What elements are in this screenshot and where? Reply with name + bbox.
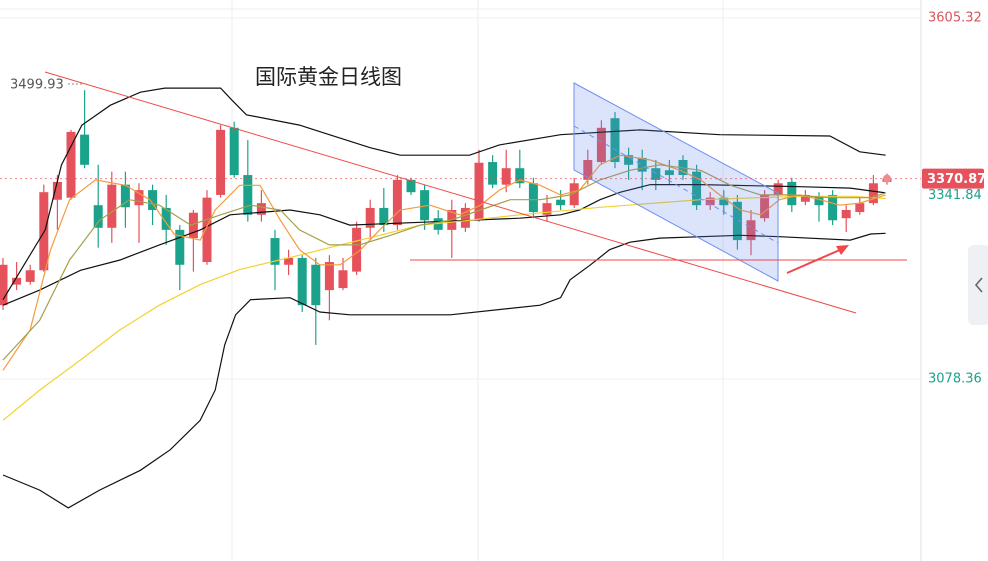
down-channel	[573, 82, 779, 282]
candle-body	[0, 264, 8, 306]
candle-body	[338, 270, 348, 289]
candle-body	[719, 197, 729, 206]
candle-body	[814, 196, 824, 206]
candle-body	[297, 257, 307, 306]
candle-body	[80, 134, 90, 165]
button-bg[interactable]	[968, 245, 988, 325]
candle-body	[460, 207, 470, 228]
candle-body	[256, 203, 266, 215]
candle-body	[624, 155, 634, 165]
candle-body	[365, 207, 375, 228]
candle-body	[229, 127, 239, 176]
candle-body	[664, 170, 674, 176]
candle-body	[488, 162, 498, 185]
candle-body	[66, 131, 76, 198]
candle-body	[705, 197, 715, 206]
candle-body	[52, 181, 62, 200]
candle-body	[420, 190, 430, 221]
collapse-button[interactable]	[968, 245, 988, 325]
candle-body	[556, 199, 566, 206]
indicator-line	[2, 195, 886, 421]
candle-body	[596, 127, 606, 163]
candle-body	[841, 209, 851, 219]
candle-body	[773, 183, 783, 195]
indicator-line	[2, 184, 886, 306]
candle-body	[787, 181, 797, 206]
candle-body	[284, 257, 294, 265]
current-dot	[883, 174, 891, 183]
candle-body	[188, 212, 198, 239]
chevron-icon[interactable]	[974, 277, 983, 293]
candle-body	[107, 184, 117, 228]
marks	[0, 17, 921, 509]
candle-body	[855, 203, 865, 213]
candle-body	[270, 238, 280, 265]
indicator-line	[2, 154, 886, 371]
candle-body	[868, 183, 878, 204]
candle-body	[161, 207, 171, 230]
candle-body	[610, 118, 620, 163]
candle-body	[25, 270, 35, 282]
candle-body	[515, 168, 525, 184]
candle-body	[583, 159, 593, 180]
trend-line	[44, 71, 857, 314]
candle-body	[828, 194, 838, 221]
candle-body	[651, 168, 661, 180]
candle-body	[311, 264, 321, 306]
candle-body	[800, 194, 810, 202]
y-tick-label: 3078.36	[928, 371, 982, 386]
candle-body	[379, 207, 389, 226]
current-price-label: 3370.87	[927, 172, 986, 187]
candle-body	[216, 129, 226, 195]
candle-body	[324, 262, 334, 291]
candle-body	[243, 175, 253, 215]
channel-mid	[573, 125, 779, 244]
candle-body	[542, 203, 552, 215]
candle-body	[175, 229, 185, 265]
candle-body	[93, 205, 103, 228]
candle-body	[501, 168, 511, 185]
candle-body	[528, 183, 538, 213]
indicator-line	[2, 164, 886, 361]
candle-body	[120, 184, 130, 208]
ma-value-label: 3341.84	[928, 188, 982, 203]
high-label: 3499.93	[10, 78, 64, 93]
indicator-line	[2, 87, 886, 301]
candle-body	[474, 162, 484, 221]
candle-body	[392, 179, 402, 226]
candle-body	[134, 190, 144, 206]
candle-body	[692, 171, 702, 206]
candle-body	[732, 201, 742, 241]
candle-body	[148, 190, 158, 210]
price-tag	[922, 168, 984, 189]
candle-body	[202, 197, 212, 263]
candle-body	[12, 277, 22, 285]
indicator-line	[2, 232, 886, 509]
candle-body	[433, 218, 443, 230]
arrow-shaft	[786, 248, 843, 274]
y-tick-label: 3605.32	[928, 10, 982, 25]
candle-body	[746, 220, 756, 241]
candle-body	[637, 157, 647, 172]
candle-body	[406, 179, 416, 193]
candle-body	[760, 194, 770, 219]
candle-body	[352, 227, 362, 272]
chart-title: 国际黄金日线图	[255, 65, 402, 89]
arrow-head	[836, 245, 849, 255]
candle-body	[569, 183, 579, 206]
